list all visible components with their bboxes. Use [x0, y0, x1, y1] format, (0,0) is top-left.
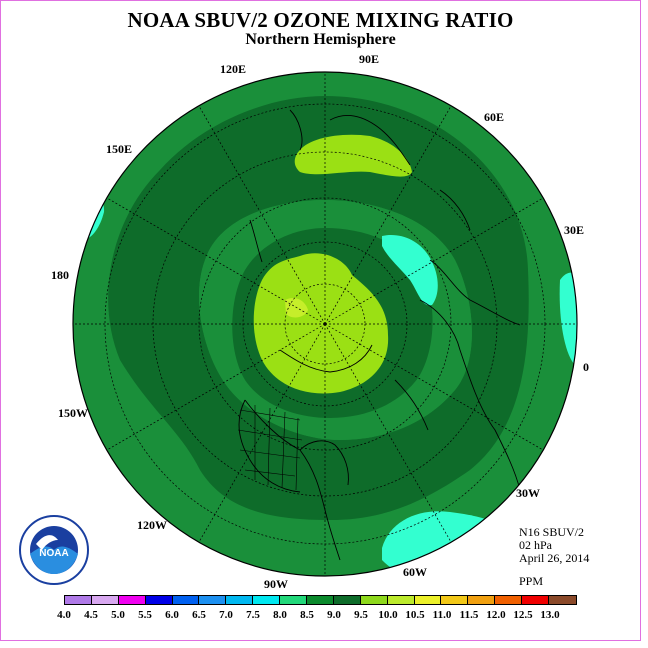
unit-label: PPM	[519, 574, 544, 588]
page-subtitle: Northern Hemisphere	[245, 31, 396, 48]
colorbar	[64, 595, 577, 605]
lon-label-30e: 30E	[564, 223, 585, 237]
colorbar-tick-label: 10.0	[378, 609, 398, 621]
colorbar-tick-label: 11.5	[459, 609, 479, 621]
colorbar-swatch	[549, 596, 576, 604]
colorbar-swatch	[307, 596, 334, 604]
ozone-band-7-5-8-0-right	[559, 272, 577, 365]
lon-label-150e: 150E	[106, 142, 133, 156]
lon-label-90e: 90E	[359, 52, 380, 66]
colorbar-tick-label: 4.5	[84, 609, 98, 621]
lon-label-0: 0	[583, 360, 589, 374]
colorbar-tick-label: 7.5	[246, 609, 260, 621]
ozone-band-7-5-8-0-east	[382, 234, 438, 306]
colorbar-swatch	[118, 596, 146, 604]
colorbar-tick-label: 5.5	[138, 609, 152, 621]
colorbar-swatch	[360, 596, 388, 604]
coastlines	[238, 109, 521, 561]
lon-label-60w: 60W	[403, 565, 427, 579]
meridians	[73, 72, 577, 576]
colorbar-tick-label: 11.0	[432, 609, 452, 621]
lon-label-60e: 60E	[484, 110, 505, 124]
colorbar-tick-label: 9.5	[354, 609, 368, 621]
ozone-band-9-0-9-5-north	[294, 134, 412, 177]
page-title: NOAA SBUV/2 OZONE MIXING RATIO	[127, 8, 514, 32]
colorbar-tick-label: 8.0	[273, 609, 287, 621]
lon-label-180: 180	[51, 268, 69, 282]
colorbar-swatch	[333, 596, 361, 604]
colorbar-tick-label: 7.0	[219, 609, 233, 621]
colorbar-swatch	[145, 596, 173, 604]
colorbar-swatch	[441, 596, 469, 604]
colorbar-swatch	[495, 596, 523, 604]
instrument-label: N16 SBUV/2	[519, 525, 585, 539]
colorbar-tick-label: 10.5	[405, 609, 425, 621]
colorbar-tick-label: 6.0	[165, 609, 179, 621]
lon-label-120w: 120W	[137, 518, 167, 532]
noaa-logo-text: NOAA	[39, 548, 68, 559]
colorbar-tick-label: 5.0	[111, 609, 125, 621]
colorbar-tick-label: 13.0	[540, 609, 560, 621]
colorbar-swatch	[91, 596, 119, 604]
colorbar-swatch	[414, 596, 442, 604]
date-label: April 26, 2014	[519, 551, 590, 565]
colorbar-tick-label: 12.0	[486, 609, 506, 621]
lon-label-90w: 90W	[264, 577, 288, 591]
colorbar-swatch	[65, 596, 92, 604]
colorbar-swatch	[387, 596, 415, 604]
colorbar-swatch	[199, 596, 227, 604]
map-boundary	[72, 71, 578, 577]
lon-label-30w: 30W	[516, 486, 540, 500]
colorbar-swatch	[468, 596, 496, 604]
noaa-logo: NOAA	[19, 515, 89, 585]
colorbar-tick-label: 4.0	[57, 609, 71, 621]
colorbar-tick-label: 9.0	[327, 609, 341, 621]
info-block: N16 SBUV/2 02 hPa April 26, 2014	[519, 526, 589, 565]
colorbar-tick-label: 8.5	[300, 609, 314, 621]
colorbar-swatch	[522, 596, 550, 604]
lon-label-120e: 120E	[220, 62, 247, 76]
colorbar-swatch	[226, 596, 254, 604]
us-state-lines	[237, 405, 303, 491]
colorbar-tick-label: 12.5	[513, 609, 533, 621]
colorbar-swatch	[280, 596, 308, 604]
colorbar-tick-label: 6.5	[192, 609, 206, 621]
pressure-level-label: 02 hPa	[519, 538, 552, 552]
ozone-band-8-5-9-0	[108, 96, 529, 520]
colorbar-swatch	[253, 596, 281, 604]
colorbar-swatch	[172, 596, 200, 604]
lon-label-150w: 150W	[58, 406, 88, 420]
ozone-band-9-0-9-5-center	[253, 253, 389, 394]
